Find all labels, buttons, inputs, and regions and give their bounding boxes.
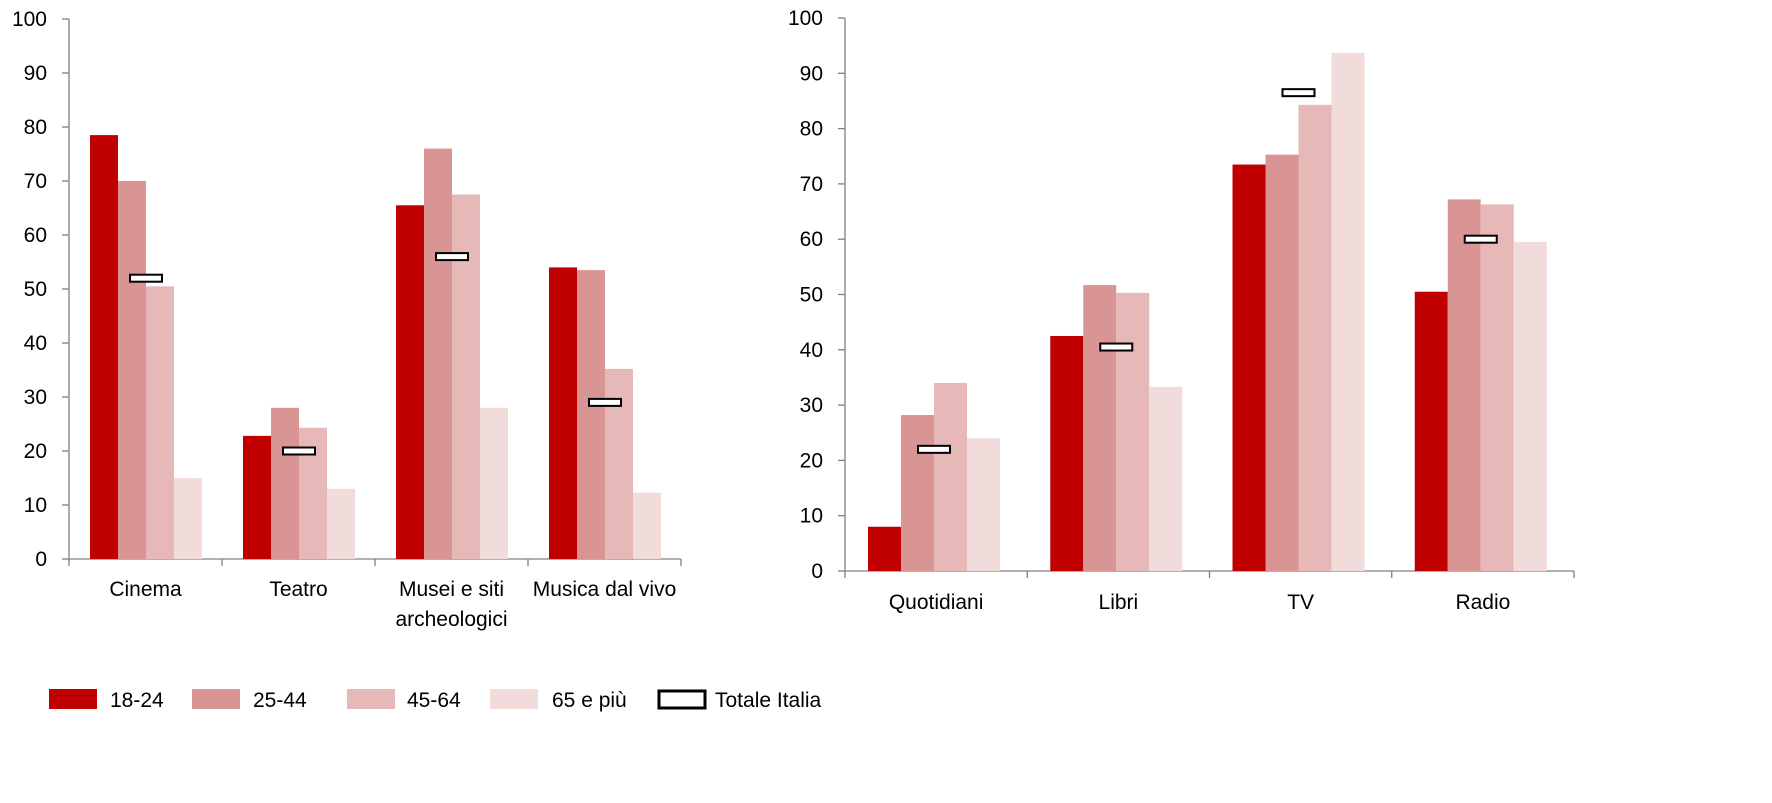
category-label: TV bbox=[1287, 591, 1314, 614]
y-tick-label: 70 bbox=[800, 173, 823, 196]
bar-65-e-più bbox=[480, 407, 508, 559]
legend-swatch-outline bbox=[657, 689, 707, 710]
legend: 18-24 25-44 45-64 65 e più Totale Italia bbox=[49, 689, 822, 712]
category-label: Libri bbox=[1099, 591, 1139, 614]
marker-totale-italia bbox=[1463, 234, 1498, 244]
legend-label: 18-24 bbox=[110, 689, 164, 712]
bar-45-64 bbox=[146, 286, 174, 559]
legend-swatch bbox=[347, 689, 395, 709]
chart-right-panel: 0 10 20 30 40 50 60 70 80 90 100 Quotidiani Libri TV R… bbox=[788, 7, 1575, 614]
y-tick-label: 30 bbox=[800, 394, 823, 417]
bar-45-64 bbox=[452, 194, 480, 559]
category-label: Cinema bbox=[109, 578, 182, 601]
legend-swatch bbox=[49, 689, 97, 709]
bar-25-44 bbox=[424, 148, 452, 559]
y-tick-label: 70 bbox=[24, 170, 47, 193]
legend-label: 25-44 bbox=[253, 689, 307, 712]
marker-totale-italia bbox=[917, 444, 951, 454]
bar-65-e-più bbox=[1149, 386, 1183, 571]
y-tick-label: 90 bbox=[800, 62, 823, 85]
y-tick-label: 0 bbox=[35, 548, 47, 571]
y-tick-label: 60 bbox=[800, 228, 823, 251]
legend-label: 45-64 bbox=[407, 689, 461, 712]
legend-label: Totale Italia bbox=[715, 689, 822, 712]
bar-65-e-più bbox=[967, 438, 1000, 571]
y-tick-label: 40 bbox=[24, 332, 47, 355]
bar-18-24 bbox=[1050, 335, 1084, 571]
legend-label: 65 e più bbox=[552, 689, 627, 712]
category-label: Quotidiani bbox=[889, 591, 984, 614]
bar-25-44 bbox=[577, 270, 605, 559]
bar-45-64 bbox=[1116, 292, 1150, 571]
bar-18-24 bbox=[1232, 164, 1266, 572]
bar-45-64 bbox=[605, 368, 633, 559]
bar-65-e-più bbox=[633, 492, 661, 559]
bar-25-44 bbox=[1447, 199, 1481, 571]
y-tick-label: 90 bbox=[24, 62, 47, 85]
category-label: Radio bbox=[1455, 591, 1510, 614]
category-label: Teatro bbox=[269, 578, 327, 601]
y-tick-label: 80 bbox=[800, 118, 823, 141]
marker-totale-italia bbox=[1099, 342, 1134, 352]
y-tick-label: 40 bbox=[800, 339, 823, 362]
category-label: archeologici bbox=[395, 608, 507, 631]
marker-totale-italia bbox=[129, 273, 163, 283]
bar-65-e-più bbox=[1513, 241, 1547, 571]
bar-25-44 bbox=[1265, 154, 1299, 571]
marker-totale-italia bbox=[588, 397, 622, 407]
marker-totale-italia bbox=[1281, 88, 1316, 98]
bar-18-24 bbox=[243, 435, 271, 559]
y-tick-label: 50 bbox=[800, 284, 823, 307]
y-tick-label: 10 bbox=[24, 494, 47, 517]
bar-65-e-più bbox=[174, 478, 202, 559]
y-tick-label: 80 bbox=[24, 116, 47, 139]
bar-18-24 bbox=[396, 205, 424, 560]
y-tick-label: 0 bbox=[811, 560, 823, 583]
y-tick-label: 100 bbox=[12, 8, 47, 31]
bar-18-24 bbox=[549, 267, 577, 559]
bar-18-24 bbox=[1414, 291, 1448, 571]
bar-18-24 bbox=[90, 135, 118, 559]
legend-swatch bbox=[490, 689, 538, 709]
bar-25-44 bbox=[901, 415, 934, 571]
bar-65-e-più bbox=[1331, 52, 1365, 572]
category-label: Musei e siti bbox=[399, 578, 504, 601]
chart-left-panel: 0 10 20 30 40 50 60 70 80 90 100 Cinema Teatro Musei … bbox=[12, 8, 682, 631]
bar-25-44 bbox=[118, 181, 146, 559]
y-tick-label: 60 bbox=[24, 224, 47, 247]
y-tick-label: 20 bbox=[800, 449, 823, 472]
bar-25-44 bbox=[271, 407, 299, 559]
bar-18-24 bbox=[868, 526, 901, 571]
category-label: Musica dal vivo bbox=[533, 578, 677, 601]
y-tick-label: 50 bbox=[24, 278, 47, 301]
bar-45-64 bbox=[1298, 104, 1332, 572]
bar-45-64 bbox=[1480, 204, 1514, 571]
marker-totale-italia bbox=[435, 252, 469, 262]
y-tick-label: 10 bbox=[800, 505, 823, 528]
bar-65-e-più bbox=[327, 488, 355, 559]
marker-totale-italia bbox=[282, 446, 316, 456]
y-tick-label: 30 bbox=[24, 386, 47, 409]
bar-45-64 bbox=[934, 382, 967, 571]
y-tick-label: 20 bbox=[24, 440, 47, 463]
bar-25-44 bbox=[1083, 285, 1117, 571]
y-tick-label: 100 bbox=[788, 7, 823, 30]
legend-swatch bbox=[192, 689, 240, 709]
